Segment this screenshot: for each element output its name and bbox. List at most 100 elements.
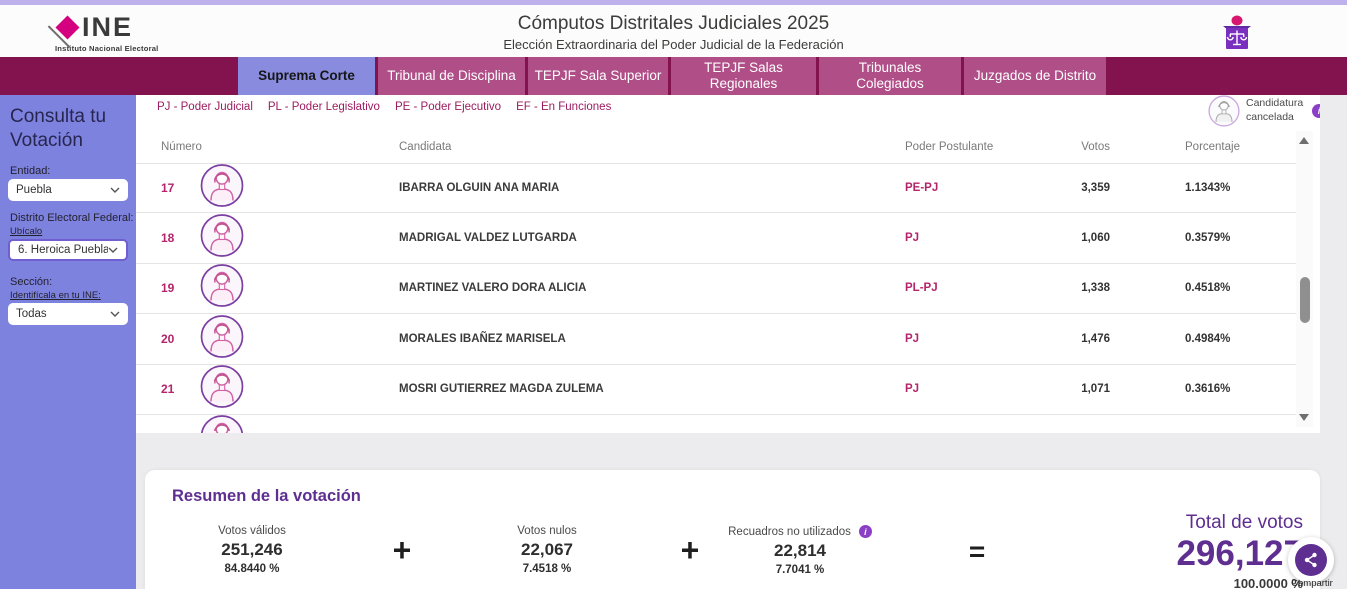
share-button[interactable]: [1295, 544, 1327, 576]
row-number: 18: [161, 231, 175, 246]
ine-logo: INE Instituto Nacional Electoral: [47, 12, 185, 53]
votos-validos-value: 251,246: [221, 540, 283, 559]
sidebar-title: Consulta tu Votación: [10, 106, 107, 151]
summary-title: Resumen de la votación: [172, 487, 361, 505]
distrito-label: Distrito Electoral Federal:: [10, 212, 134, 224]
candidate-avatar-icon: [200, 314, 244, 363]
poder-postulante: PJ: [905, 332, 920, 345]
col-header-candidata: Candidata: [399, 141, 452, 153]
candidate-name: MORALES IBAÑEZ MARISELA: [399, 332, 566, 345]
recuadros-label: Recuadros no utilizados: [728, 525, 851, 538]
table-row: 18 MADRIGAL VALDEZ LUTGARDA PJ 1,060 0.3…: [136, 213, 1300, 264]
page-subtitle: Elección Extraordinaria del Poder Judici…: [503, 37, 844, 52]
row-number: 20: [161, 331, 175, 346]
share-icon: [1304, 552, 1317, 568]
candidate-name: MOSRI GUTIERREZ MAGDA ZULEMA: [399, 383, 604, 396]
row-number: 21: [161, 382, 175, 397]
tab-suprema-corte[interactable]: Suprema Corte: [238, 57, 375, 95]
ballot-box-icon: [1220, 14, 1254, 57]
percentage-value: 0.4518%: [1185, 282, 1231, 295]
votos-validos-pct: 84.8440 %: [224, 563, 280, 575]
candidate-avatar-icon: [200, 264, 244, 313]
nav-bar: Suprema Corte Tribunal de Disciplina TEP…: [0, 57, 1347, 95]
tab-tepjf-salas-regionales[interactable]: TEPJF Salas Regionales: [671, 57, 816, 95]
tab-tepjf-sala-superior[interactable]: TEPJF Sala Superior: [528, 57, 668, 95]
votes-value: 1,071: [1081, 383, 1110, 396]
col-header-votos: Votos: [1081, 141, 1110, 153]
cancelled-badge-label: Candidatura cancelada: [1246, 97, 1304, 123]
legend-item-pj: PJ - Poder Judicial: [157, 101, 253, 113]
poder-legend: PJ - Poder Judicial PL - Poder Legislati…: [157, 101, 611, 113]
ine-logo-text: INE: [82, 12, 134, 42]
scrollbar-thumb[interactable]: [1299, 277, 1310, 323]
total-votes-label: Total de votos: [1185, 512, 1303, 533]
table-row: 17 IBARRA OLGUIN ANA MARIA PE-PJ 3,359 1…: [136, 163, 1300, 214]
candidate-avatar-icon: [200, 164, 244, 213]
votos-nulos-block: Votos nulos 22,067 7.4518 %: [467, 525, 627, 575]
table-body: 17 IBARRA OLGUIN ANA MARIA PE-PJ 3,359 1…: [136, 163, 1300, 433]
legend-item-pl: PL - Poder Legislativo: [267, 101, 380, 113]
ubicalo-link[interactable]: Ubícalo: [10, 226, 43, 237]
total-votes-pct: 100.0000 %: [1233, 575, 1303, 589]
poder-postulante: PJ: [905, 232, 920, 245]
votos-validos-block: Votos válidos 251,246 84.8440 %: [172, 525, 332, 575]
ine-logo-subtitle: Instituto Nacional Electoral: [55, 44, 159, 53]
votos-nulos-pct: 7.4518 %: [522, 563, 572, 575]
identificala-link[interactable]: Identifícala en tu INE:: [10, 290, 101, 301]
sidebar: Consulta tu Votación Entidad: Puebla Dis…: [0, 95, 136, 589]
total-votes-value: 296,127: [1176, 534, 1303, 573]
col-header-poder: Poder Postulante: [905, 141, 994, 153]
table-row-partial: [136, 415, 1300, 433]
entidad-label: Entidad:: [10, 165, 51, 177]
info-icon[interactable]: i: [1312, 104, 1320, 118]
seccion-label: Sección:: [10, 276, 53, 288]
col-header-numero: Número: [161, 141, 202, 153]
vote-summary-panel: Resumen de la votación Votos válidos 251…: [145, 470, 1320, 589]
entidad-select[interactable]: Puebla: [8, 179, 128, 201]
legend-item-ef: EF - En Funciones: [516, 101, 612, 113]
col-header-porcentaje: Porcentaje: [1185, 141, 1240, 153]
candidate-name: MARTINEZ VALERO DORA ALICIA: [399, 282, 587, 295]
votos-nulos-label: Votos nulos: [517, 525, 577, 537]
percentage-value: 0.3616%: [1185, 383, 1231, 396]
header: INE Instituto Nacional Electoral Cómputo…: [0, 5, 1347, 57]
candidate-avatar-icon: [200, 414, 244, 433]
scroll-down-icon[interactable]: [1299, 414, 1309, 421]
recuadros-pct: 7.7041 %: [775, 564, 825, 576]
table-row: 21 MOSRI GUTIERREZ MAGDA ZULEMA PJ 1,071…: [136, 365, 1300, 415]
info-icon[interactable]: i: [858, 525, 872, 538]
chevron-down-icon: [108, 247, 118, 253]
votes-value: 3,359: [1081, 182, 1110, 195]
recuadros-value: 22,814: [774, 541, 826, 560]
cancelled-candidacy-badge: Candidatura cancelada i: [1208, 95, 1320, 127]
poder-postulante: PE-PJ: [905, 182, 939, 195]
row-number: 17: [161, 181, 175, 196]
votos-nulos-value: 22,067: [521, 540, 573, 559]
table-row: 20 MORALES IBAÑEZ MARISELA PJ 1,476 0.49…: [136, 314, 1300, 365]
chevron-down-icon: [110, 187, 120, 193]
distrito-select[interactable]: 6. Heroica Puebla D: [8, 239, 128, 261]
seccion-select[interactable]: Todas: [8, 303, 128, 325]
table-row: 19 MARTINEZ VALERO DORA ALICIA PL-PJ 1,3…: [136, 264, 1300, 315]
chevron-down-icon: [110, 311, 120, 317]
votes-value: 1,476: [1081, 332, 1110, 345]
tab-juzgados-distrito[interactable]: Juzgados de Distrito: [964, 57, 1106, 95]
plus-operator: +: [680, 532, 700, 568]
row-number: 19: [161, 281, 175, 296]
total-votes-block: Total de votos 296,127 100.0000 %: [1003, 512, 1303, 589]
tab-tribunales-colegiados[interactable]: Tribunales Colegiados: [819, 57, 961, 95]
plus-operator: +: [392, 532, 412, 568]
votes-value: 1,060: [1081, 232, 1110, 245]
top-accent-strip: [0, 0, 1347, 5]
recuadros-block: Recuadros no utilizados i 22,814 7.7041 …: [690, 525, 910, 576]
table-scrollbar[interactable]: [1296, 131, 1313, 427]
candidate-avatar-icon: [200, 365, 244, 414]
percentage-value: 0.3579%: [1185, 232, 1231, 245]
page-title: Cómputos Distritales Judiciales 2025: [517, 13, 830, 34]
percentage-value: 0.4984%: [1185, 332, 1231, 345]
cancelled-avatar-icon: [1208, 95, 1240, 127]
tab-tribunal-disciplina[interactable]: Tribunal de Disciplina: [378, 57, 525, 95]
scroll-up-icon[interactable]: [1299, 137, 1309, 144]
candidate-avatar-icon: [200, 214, 244, 263]
